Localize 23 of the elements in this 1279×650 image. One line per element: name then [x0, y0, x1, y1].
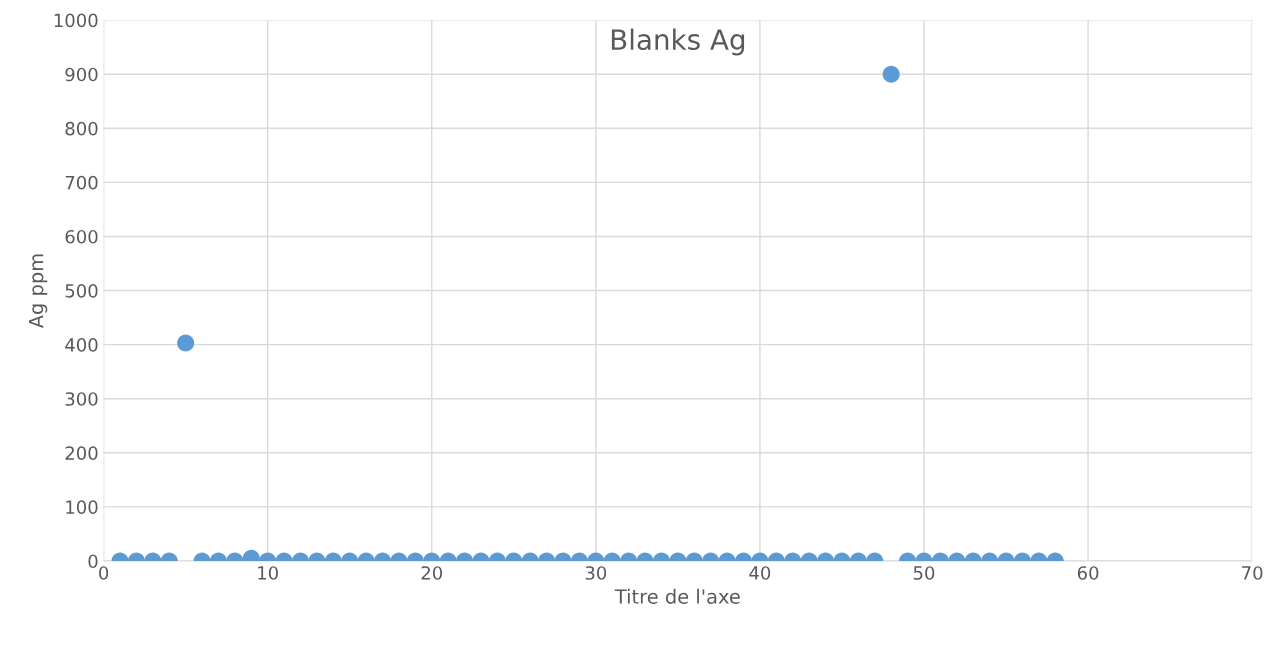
- y-tick-label: 1000: [54, 13, 98, 28]
- y-tick-label: 200: [65, 446, 98, 460]
- x-tick-label: 70: [1242, 566, 1263, 580]
- x-tick-label: 10: [258, 566, 278, 580]
- y-tick-label: 300: [65, 392, 98, 406]
- y-tick-label: 500: [65, 284, 98, 298]
- x-tick-label: 60: [1077, 566, 1099, 580]
- x-tick-label: 20: [421, 566, 443, 580]
- y-tick-label: 400: [65, 338, 98, 352]
- y-tick-label: 600: [65, 229, 98, 244]
- x-tick-label: 30: [585, 566, 607, 580]
- x-tick-label: 40: [749, 566, 771, 580]
- y-tick-label: 700: [65, 175, 98, 190]
- chart-title: Blanks Ag: [611, 28, 745, 56]
- x-tick-label: 50: [913, 566, 935, 580]
- y-axis-title: Ag ppm: [29, 254, 48, 329]
- y-tick-label: 800: [65, 121, 98, 136]
- y-tick-label: 0: [88, 554, 98, 569]
- point: [882, 65, 900, 83]
- y-tick-label: 100: [66, 500, 98, 514]
- x-tick-label: 0: [99, 566, 109, 580]
- x-axis-title: Titre de l'axe: [614, 588, 740, 604]
- y-tick-label: 900: [65, 67, 98, 82]
